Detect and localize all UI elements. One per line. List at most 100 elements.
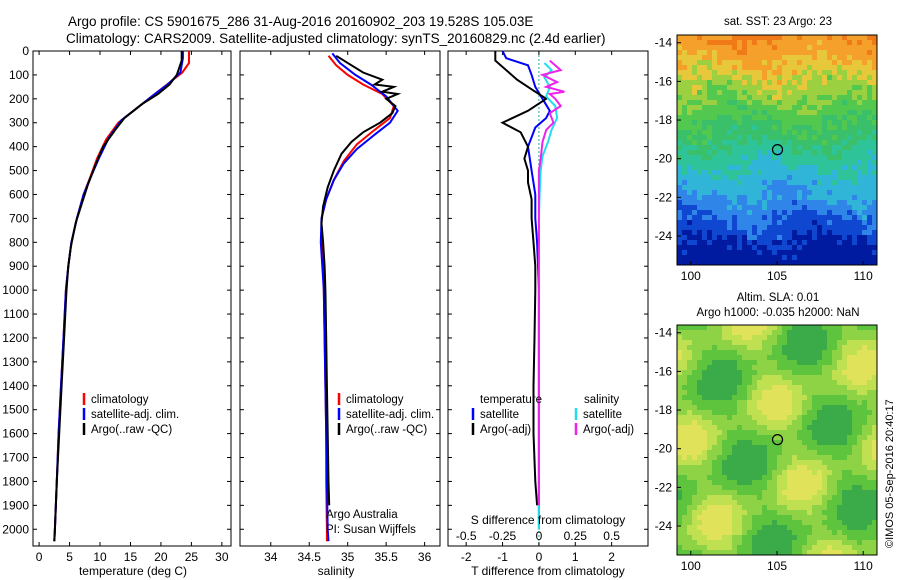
map-cell <box>777 490 783 496</box>
map-cell <box>707 505 713 511</box>
map-cell <box>812 435 818 441</box>
map-cell <box>787 115 793 121</box>
map-cell <box>867 35 873 41</box>
map-cell <box>692 410 698 416</box>
map-cell <box>767 235 773 241</box>
map-cell <box>792 380 798 386</box>
map-cell <box>772 205 778 211</box>
map-cell <box>762 350 768 356</box>
map-cell <box>762 90 768 96</box>
map-cell <box>792 135 798 141</box>
map-cell <box>707 455 713 461</box>
map-cell <box>732 45 738 51</box>
map-cell <box>702 375 708 381</box>
depth-tick-label: 200 <box>9 92 29 106</box>
map-cell <box>757 240 763 246</box>
map-cell <box>787 415 793 421</box>
map-cell <box>702 495 708 501</box>
map-cell <box>767 370 773 376</box>
map-cell <box>822 495 828 501</box>
map-cell <box>732 85 738 91</box>
map-cell <box>872 160 878 166</box>
map-cell <box>682 390 688 396</box>
map-cell <box>867 485 873 491</box>
map-cell <box>712 55 718 61</box>
map-x-tick-label: 100 <box>681 269 701 283</box>
map-cell <box>817 530 823 536</box>
map-cell <box>702 240 708 246</box>
map-cell <box>727 185 733 191</box>
map-cell <box>707 440 713 446</box>
map-cell <box>767 90 773 96</box>
map-cell <box>867 230 873 236</box>
map-cell <box>767 530 773 536</box>
map-cell <box>842 400 848 406</box>
map-cell <box>832 415 838 421</box>
map-cell <box>727 395 733 401</box>
map-cell <box>842 480 848 486</box>
map-cell <box>787 120 793 126</box>
map-cell <box>802 345 808 351</box>
map-cell <box>867 515 873 521</box>
map-cell <box>732 445 738 451</box>
map-cell <box>817 460 823 466</box>
map-cell <box>867 340 873 346</box>
map-cell <box>792 100 798 106</box>
map-cell <box>702 385 708 391</box>
map-cell <box>697 190 703 196</box>
imos-credit: ©IMOS 05-Sep-2016 20:40:17 <box>884 399 896 548</box>
map-cell <box>817 170 823 176</box>
map-cell <box>792 230 798 236</box>
map-cell <box>702 55 708 61</box>
map-cell <box>872 410 878 416</box>
map-cell <box>827 110 833 116</box>
map-cell <box>692 405 698 411</box>
map-cell <box>707 105 713 111</box>
map-cell <box>727 340 733 346</box>
map-cell <box>817 200 823 206</box>
map-cell <box>702 545 708 551</box>
map-cell <box>857 105 863 111</box>
map-cell <box>847 85 853 91</box>
map-cell <box>837 395 843 401</box>
map-cell <box>812 55 818 61</box>
map-cell <box>762 120 768 126</box>
map-cell <box>812 490 818 496</box>
map-cell <box>717 100 723 106</box>
map-cell <box>767 520 773 526</box>
map-cell <box>802 135 808 141</box>
map-cell <box>732 130 738 136</box>
map-cell <box>752 435 758 441</box>
map-cell <box>732 190 738 196</box>
map-cell <box>792 175 798 181</box>
map-cell <box>782 330 788 336</box>
map-cell <box>677 200 683 206</box>
map-cell <box>827 510 833 516</box>
map-cell <box>732 475 738 481</box>
map-cell <box>797 540 803 546</box>
map-cell <box>712 390 718 396</box>
map-cell <box>747 65 753 71</box>
map-cell <box>777 345 783 351</box>
map-cell <box>757 125 763 131</box>
map-cell <box>852 195 858 201</box>
map-cell <box>722 205 728 211</box>
map-cell <box>817 435 823 441</box>
map-cell <box>792 445 798 451</box>
map-cell <box>842 390 848 396</box>
map-cell <box>792 245 798 251</box>
map-cell <box>697 540 703 546</box>
map-cell <box>692 440 698 446</box>
map-cell <box>707 125 713 131</box>
map-cell <box>862 135 868 141</box>
map-cell <box>692 335 698 341</box>
map-cell <box>677 175 683 181</box>
map-cell <box>802 360 808 366</box>
map-cell <box>822 410 828 416</box>
map-cell <box>772 135 778 141</box>
map-cell <box>742 455 748 461</box>
map-cell <box>867 480 873 486</box>
map-cell <box>827 45 833 51</box>
map-cell <box>702 80 708 86</box>
map-cell <box>787 540 793 546</box>
